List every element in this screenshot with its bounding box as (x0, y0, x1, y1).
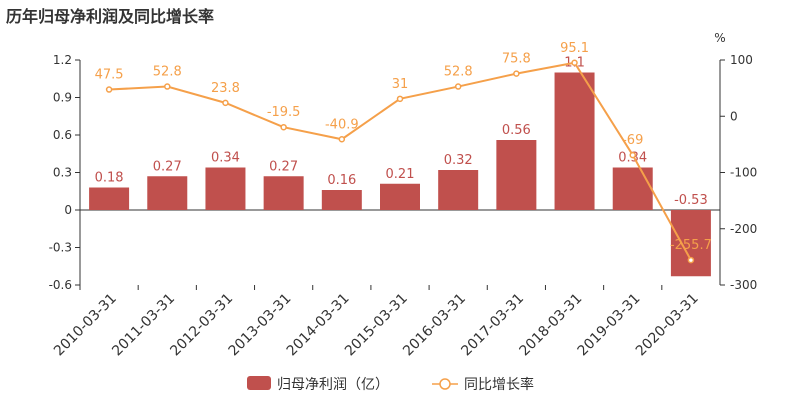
y-left-tick-label: 0.6 (53, 128, 72, 142)
y-right-tick-label: -200 (730, 222, 757, 236)
bar-data-label: 0.21 (386, 167, 415, 182)
y-right-unit-label: % (714, 31, 725, 45)
bar-data-label: 0.16 (327, 173, 356, 188)
growth-data-label: 52.8 (153, 65, 182, 80)
growth-data-label: 95.1 (560, 41, 589, 56)
bar (612, 167, 653, 210)
bar (321, 190, 362, 210)
y-left-tick-label: 0.3 (53, 166, 72, 180)
bar (147, 176, 188, 210)
growth-point (338, 136, 346, 143)
growth-point (105, 86, 113, 93)
growth-data-label: -255.7 (670, 238, 712, 253)
legend-label-line: 同比增长率 (464, 376, 534, 393)
growth-point (396, 95, 404, 103)
growth-line (109, 61, 692, 261)
growth-point (454, 83, 462, 90)
bar (496, 140, 537, 210)
bar (438, 170, 479, 210)
bar-data-label: 0.27 (153, 159, 182, 174)
chart-title: 历年归母净利润及同比增长率 (6, 7, 215, 26)
y-right-tick-label: -100 (730, 166, 757, 180)
y-left-tick-label: -0.6 (49, 278, 72, 292)
y-left-tick-label: 1.2 (53, 53, 72, 67)
growth-data-label: -69 (622, 133, 643, 148)
bar-data-label: -0.53 (674, 193, 708, 208)
y-right-tick-label: 0 (730, 109, 738, 123)
bar (89, 187, 130, 210)
bar-data-label: 0.34 (211, 151, 240, 166)
growth-data-label: 75.8 (502, 52, 531, 67)
growth-point (222, 99, 229, 107)
growth-data-label: 52.8 (444, 65, 473, 80)
y-left-tick-label: 0.9 (53, 91, 72, 105)
bar (205, 167, 246, 210)
growth-data-label: -19.5 (267, 105, 301, 120)
x-tick-label: 2020-03-31 (633, 291, 702, 360)
y-left-tick-label: -0.3 (49, 241, 72, 255)
bar (554, 72, 595, 210)
growth-point (280, 123, 287, 131)
y-right-tick-label: 100 (730, 53, 753, 67)
legend-swatch-point (439, 378, 451, 390)
growth-point (629, 151, 636, 159)
growth-data-label: 23.8 (211, 81, 240, 96)
bar (670, 210, 711, 277)
bar-data-label: 0.56 (502, 123, 531, 138)
bar-data-label: 0.32 (444, 153, 473, 168)
growth-data-label: 31 (392, 77, 409, 92)
y-left-tick-label: 0 (64, 203, 72, 217)
growth-point (571, 59, 578, 67)
bar (380, 183, 420, 210)
bar-data-label: 0.18 (95, 171, 124, 186)
legend-label-bar: 归母净利润（亿） (277, 376, 389, 393)
growth-point (687, 256, 695, 264)
legend-swatch-bar (247, 376, 271, 390)
y-right-tick-label: -300 (730, 278, 757, 292)
growth-point (513, 70, 520, 77)
growth-data-label: 47.5 (95, 68, 124, 83)
bar (263, 176, 304, 210)
growth-point (164, 83, 171, 90)
bar-data-label: 0.27 (269, 159, 298, 174)
growth-data-label: -40.9 (325, 117, 359, 132)
